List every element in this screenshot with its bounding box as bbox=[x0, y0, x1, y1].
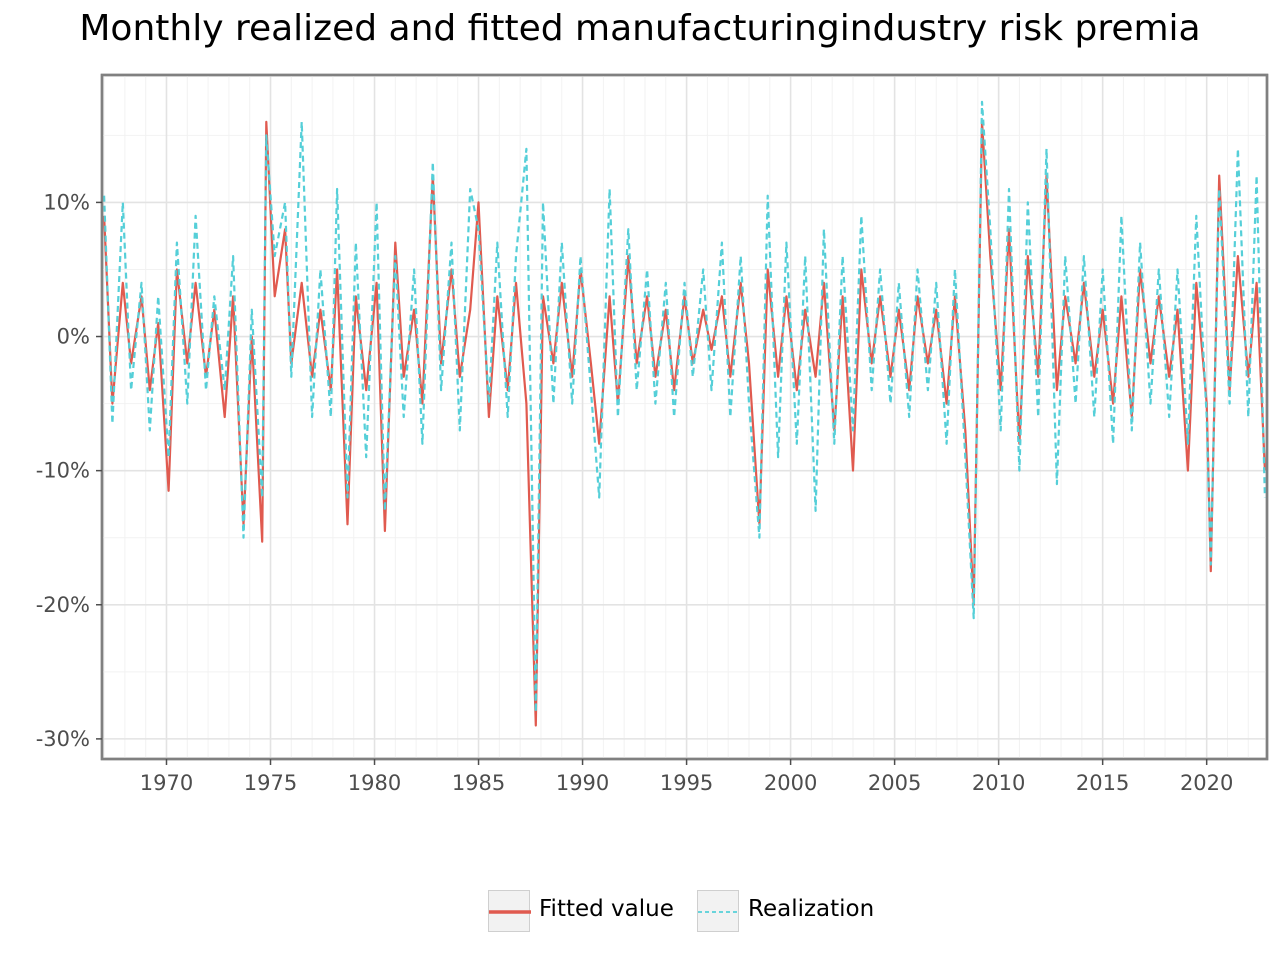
x-tick-label: 1980 bbox=[348, 771, 401, 795]
plot-panel bbox=[100, 73, 1269, 761]
legend-label-fitted: Fitted value bbox=[539, 896, 674, 922]
major-grid bbox=[102, 75, 1267, 759]
chart-title: Monthly realized and fitted manufacturin… bbox=[79, 8, 1201, 49]
x-tick-label: 2010 bbox=[972, 771, 1025, 795]
y-tick-label: 0% bbox=[57, 325, 90, 349]
series-line-realization bbox=[103, 100, 1266, 714]
axis-layer: 1970 1975 1980 1985 1990 1995 2000 2005 2010 2015… bbox=[36, 190, 1234, 795]
plot-border bbox=[100, 73, 1269, 761]
x-tick-label: 2005 bbox=[868, 771, 921, 795]
x-tick-label: 1975 bbox=[244, 771, 297, 795]
legend-label-realization: Realization bbox=[748, 896, 875, 922]
x-tick-label: 1990 bbox=[556, 771, 609, 795]
series-layer bbox=[103, 100, 1266, 727]
legend-key-realization bbox=[697, 890, 740, 932]
legend: Fitted value Realization bbox=[0, 888, 1280, 936]
x-tick-label: 2020 bbox=[1180, 771, 1233, 795]
x-tick-label: 2015 bbox=[1076, 771, 1129, 795]
y-tick-label: 10% bbox=[43, 190, 90, 214]
minor-grid bbox=[102, 75, 1267, 759]
x-tick-label: 1985 bbox=[452, 771, 505, 795]
x-tick-label: 2000 bbox=[764, 771, 817, 795]
x-tick-label: 1995 bbox=[660, 771, 713, 795]
x-tick-label: 1970 bbox=[140, 771, 193, 795]
y-tick-label: -20% bbox=[36, 593, 90, 617]
y-tick-label: -10% bbox=[36, 459, 90, 483]
legend-key-fitted bbox=[488, 890, 531, 932]
y-tick-label: -30% bbox=[36, 727, 90, 751]
